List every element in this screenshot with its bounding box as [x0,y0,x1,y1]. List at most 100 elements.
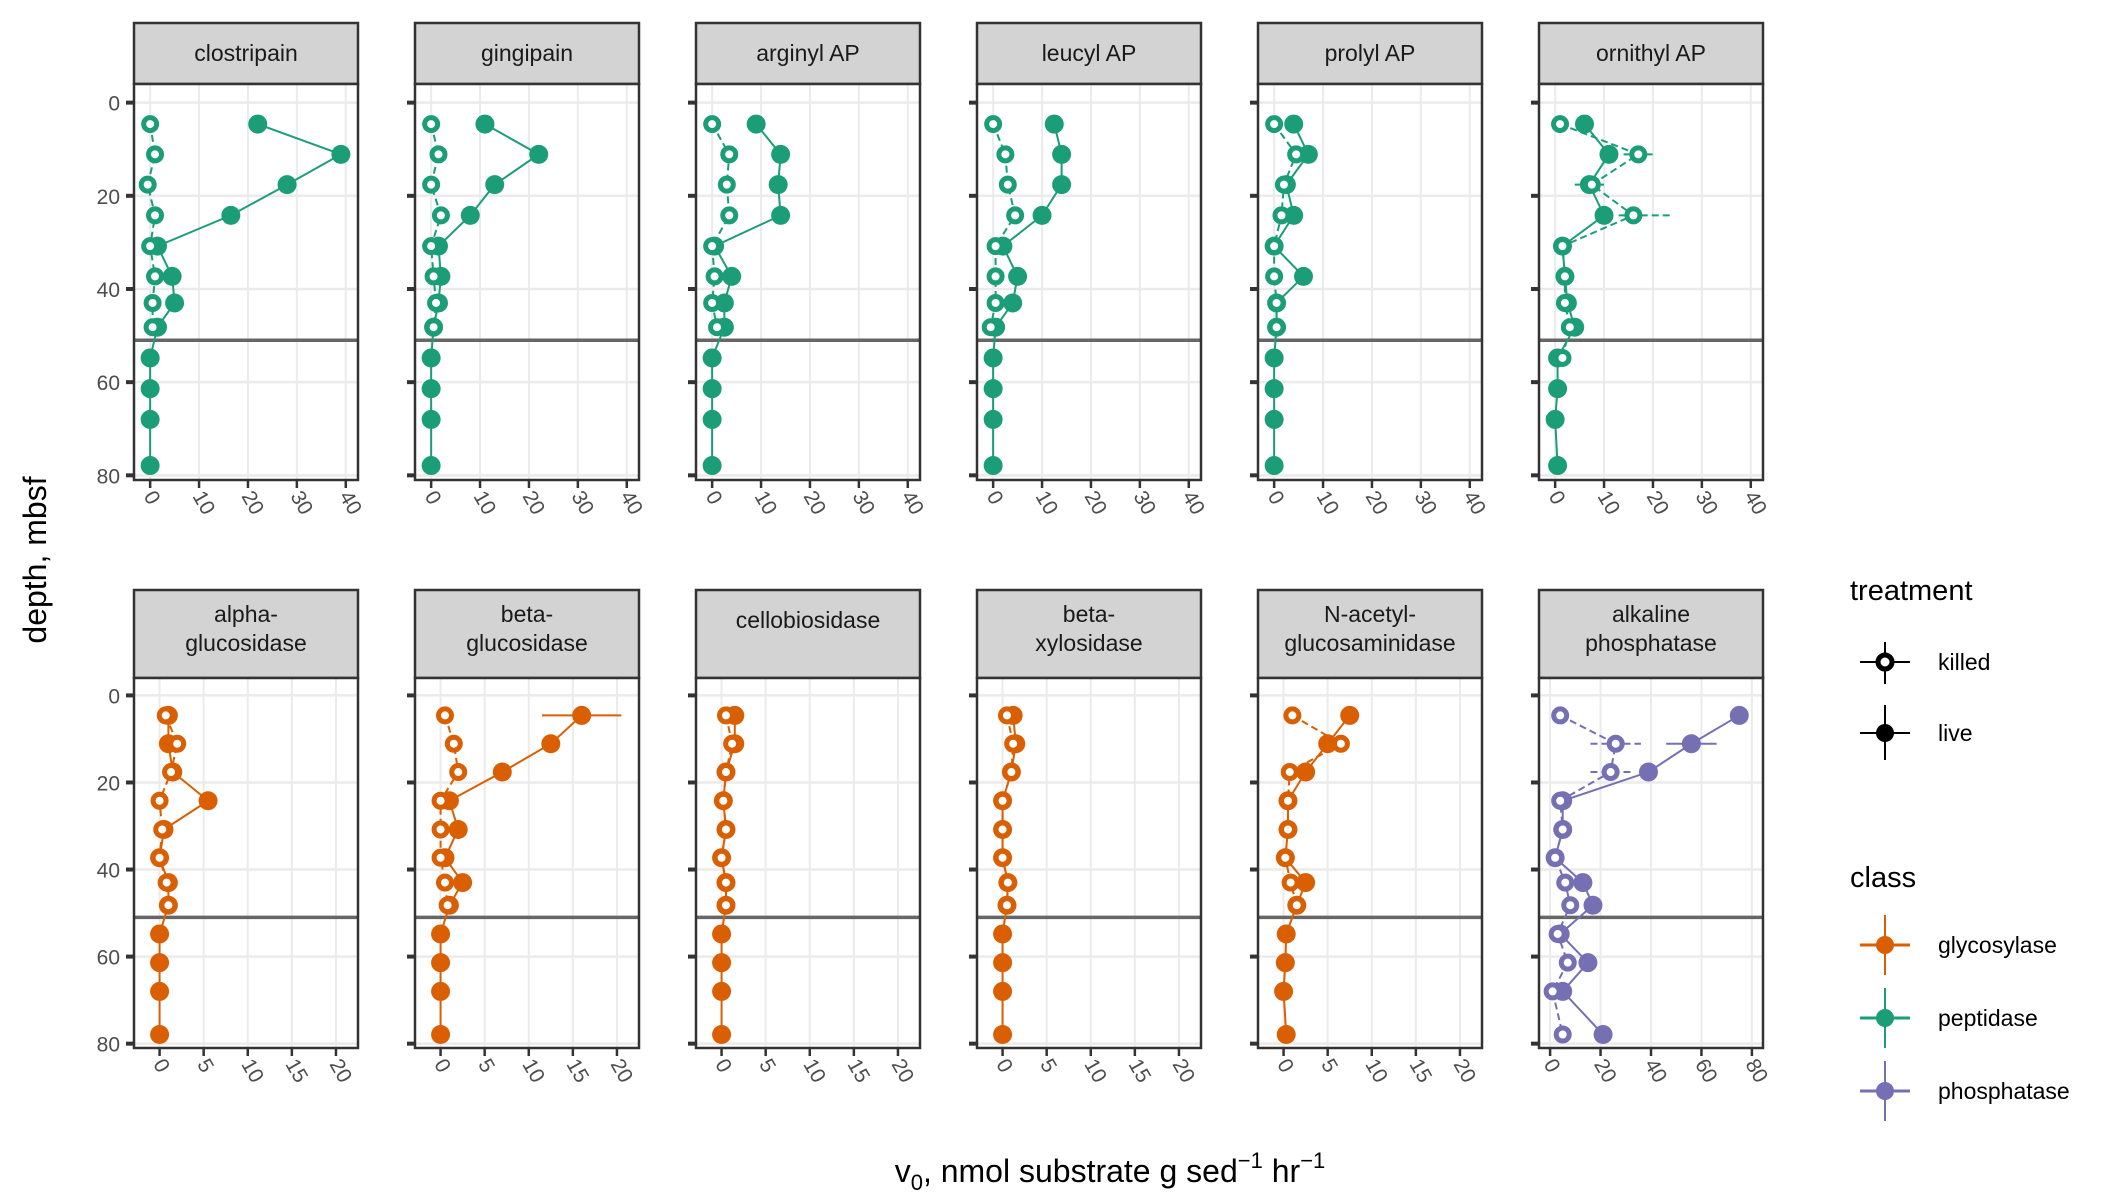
live-point [702,348,722,368]
y-tick-label: 40 [97,279,120,302]
live-point [1052,144,1072,164]
x-tick-label: 60 [1690,1055,1722,1087]
killed-point [1606,734,1625,753]
killed-point [703,293,722,312]
x-tick-label: 30 [1691,487,1723,519]
live-point [993,1025,1013,1045]
x-tick-label: 40 [1177,487,1209,519]
x-tick-label: 10 [798,1055,830,1087]
killed-point [993,820,1012,839]
killed-point [997,706,1016,725]
killed-point [720,206,739,225]
x-tick-label: 40 [1739,487,1771,519]
live-point [448,819,468,839]
live-point [1578,953,1598,973]
panel-border [413,676,641,1050]
live-point [1032,205,1052,225]
legend: treatment killed live class glycosylase p… [1850,575,2070,1121]
facet-label: leucyl AP [1042,40,1137,66]
live-point [1548,456,1568,476]
killed-point [449,763,468,782]
killed-point [720,145,739,164]
live-point [746,114,766,134]
live-point [431,953,451,973]
x-tick-label: 20 [1642,487,1674,519]
live-point [1044,114,1064,134]
x-tick-label: 20 [1449,1055,1481,1087]
killed-point [996,145,1015,164]
live-point [1638,762,1658,782]
x-tick-label: 5 [754,1055,780,1077]
killed-point [424,318,443,337]
killed-point [998,175,1017,194]
x-tick-label: 15 [562,1055,594,1087]
killed-point [993,791,1012,810]
live-point [1296,762,1316,782]
live-point [431,981,451,1001]
x-tick-label: 40 [334,487,366,519]
facet-strip [1256,21,1484,86]
live-point [331,144,351,164]
y-tick-label: 40 [97,860,120,883]
live-point [421,379,441,399]
x-title-sup2: −1 [1300,1148,1325,1173]
facet-label: glucosaminidase [1284,630,1455,656]
killed-point [156,706,175,725]
live-point [1274,981,1294,1001]
killed-point [1629,145,1648,164]
live-point [1052,175,1072,195]
killed-point [159,896,178,915]
killed-point [1002,763,1021,782]
killed-point [1287,145,1306,164]
panel-background [1258,678,1482,1048]
x-tick-label: 10 [1079,1055,1111,1087]
killed-point [703,237,722,256]
killed-point [153,820,172,839]
live-point [421,456,441,476]
killed-point [1553,237,1572,256]
panel-beta-xylosidase: beta-xylosidase 0 5 10 15 20 [969,588,1203,1087]
killed-point [143,318,162,337]
x-title-sup1: −1 [1238,1148,1263,1173]
killed-point [1267,318,1286,337]
x-tick-label: 0 [139,487,165,509]
killed-point [141,115,160,134]
panel-border [975,82,1203,482]
panel-background [1539,84,1763,480]
legend-label-glycosylase: glycosylase [1938,932,2057,958]
killed-point [438,896,457,915]
killed-point [422,175,441,194]
y-tick-label: 80 [97,1034,120,1057]
panel-border [1256,82,1484,482]
killed-point [993,848,1012,867]
killed-point [435,706,454,725]
panel-beta-glucosidase: beta-glucosidase 0 5 10 15 20 [407,588,641,1087]
x-tick-label: 30 [567,487,599,519]
x-tick-label: 0 [1544,487,1570,509]
live-point [1275,953,1295,973]
killed-point [1287,896,1306,915]
live-point [1293,266,1313,286]
live-point [529,144,549,164]
live-point [1681,734,1701,754]
live-point [140,409,160,429]
facet-label: gingipain [481,40,573,66]
x-tick-label: 30 [286,487,318,519]
killed-point [146,206,165,225]
killed-point [422,115,441,134]
killed-point [716,763,735,782]
x-tick-label: 20 [325,1055,357,1087]
killed-point [1551,706,1570,725]
live-point [248,114,268,134]
live-point [198,791,218,811]
y-tick-label: 0 [108,93,120,116]
x-tick-label: 10 [1593,487,1625,519]
live-point [460,205,480,225]
killed-point [1543,982,1562,1001]
y-tick-label: 20 [97,772,120,795]
panel-border [694,82,922,482]
live-point [165,293,185,313]
x-tick-label: 20 [799,487,831,519]
panel-arginyl-AP: arginyl AP 0 10 20 30 40 [688,21,928,519]
